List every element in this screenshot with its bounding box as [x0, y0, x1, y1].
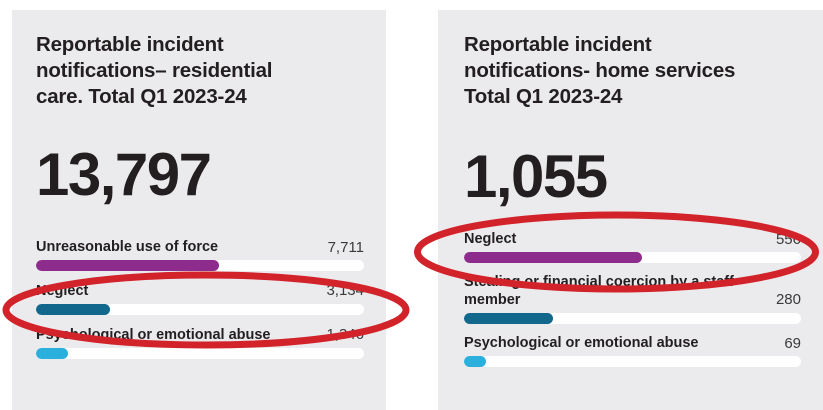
bar-track [36, 260, 364, 272]
bar-value: 69 [784, 334, 801, 352]
bar-header: Neglect 3,134 [36, 282, 364, 300]
bar-header: Psychological or emotional abuse 69 [464, 335, 801, 353]
bar-label: Neglect [36, 282, 89, 299]
bar-track [464, 252, 801, 264]
bar-fill [464, 252, 642, 264]
bar-fill [36, 347, 69, 359]
bar-header: Stealing or financial coercion by a staf… [464, 274, 801, 308]
bar-header: Psychological or emotional abuse 1,346 [36, 326, 364, 344]
bar-value: 556 [775, 230, 801, 248]
bar-fill [36, 304, 111, 316]
bar-row[interactable]: Neglect 556 [464, 231, 801, 264]
bar-row[interactable]: Unreasonable use of force 7,711 [36, 239, 364, 272]
card-content: Reportable incident notifications- home … [464, 32, 801, 378]
bar-row[interactable]: Psychological or emotional abuse 69 [464, 335, 801, 368]
card-total-value: 13,797 [36, 140, 212, 208]
card-title: Reportable incident notifications- home … [464, 33, 736, 109]
card-content: Reportable incident notifications– resid… [36, 32, 364, 370]
bar-fill [464, 312, 554, 324]
bar-track [36, 347, 364, 359]
bar-track [464, 356, 801, 368]
bar-value: 7,711 [327, 238, 364, 256]
stat-card-home-services: Reportable incident notifications- home … [438, 10, 823, 410]
stat-card-residential-care: Reportable incident notifications– resid… [12, 10, 386, 410]
bar-label: Psychological or emotional abuse [464, 335, 699, 352]
bar-fill [36, 260, 220, 272]
bar-value: 280 [775, 290, 801, 308]
bar-fill [464, 356, 486, 368]
card-total-value: 1,055 [464, 142, 608, 210]
bar-track [464, 312, 801, 324]
bar-header: Neglect 556 [464, 231, 801, 249]
card-title: Reportable incident notifications– resid… [36, 33, 273, 109]
bar-list: Unreasonable use of force 7,711 Neglect … [36, 239, 364, 359]
bar-track [36, 304, 364, 316]
bar-row[interactable]: Neglect 3,134 [36, 282, 364, 316]
bar-value: 3,134 [326, 282, 364, 300]
bar-label: Neglect [464, 231, 517, 248]
bar-value: 1,346 [326, 326, 364, 344]
bar-label: Stealing or financial coercion by a staf… [464, 274, 734, 308]
bar-label: Psychological or emotional abuse [36, 326, 271, 343]
bar-label: Unreasonable use of force [36, 239, 219, 256]
bar-header: Unreasonable use of force 7,711 [36, 239, 364, 257]
bar-row[interactable]: Stealing or financial coercion by a staf… [464, 274, 801, 324]
bar-list: Neglect 556 Stealing or financial coerci… [464, 231, 801, 368]
bar-row[interactable]: Psychological or emotional abuse 1,346 [36, 326, 364, 359]
